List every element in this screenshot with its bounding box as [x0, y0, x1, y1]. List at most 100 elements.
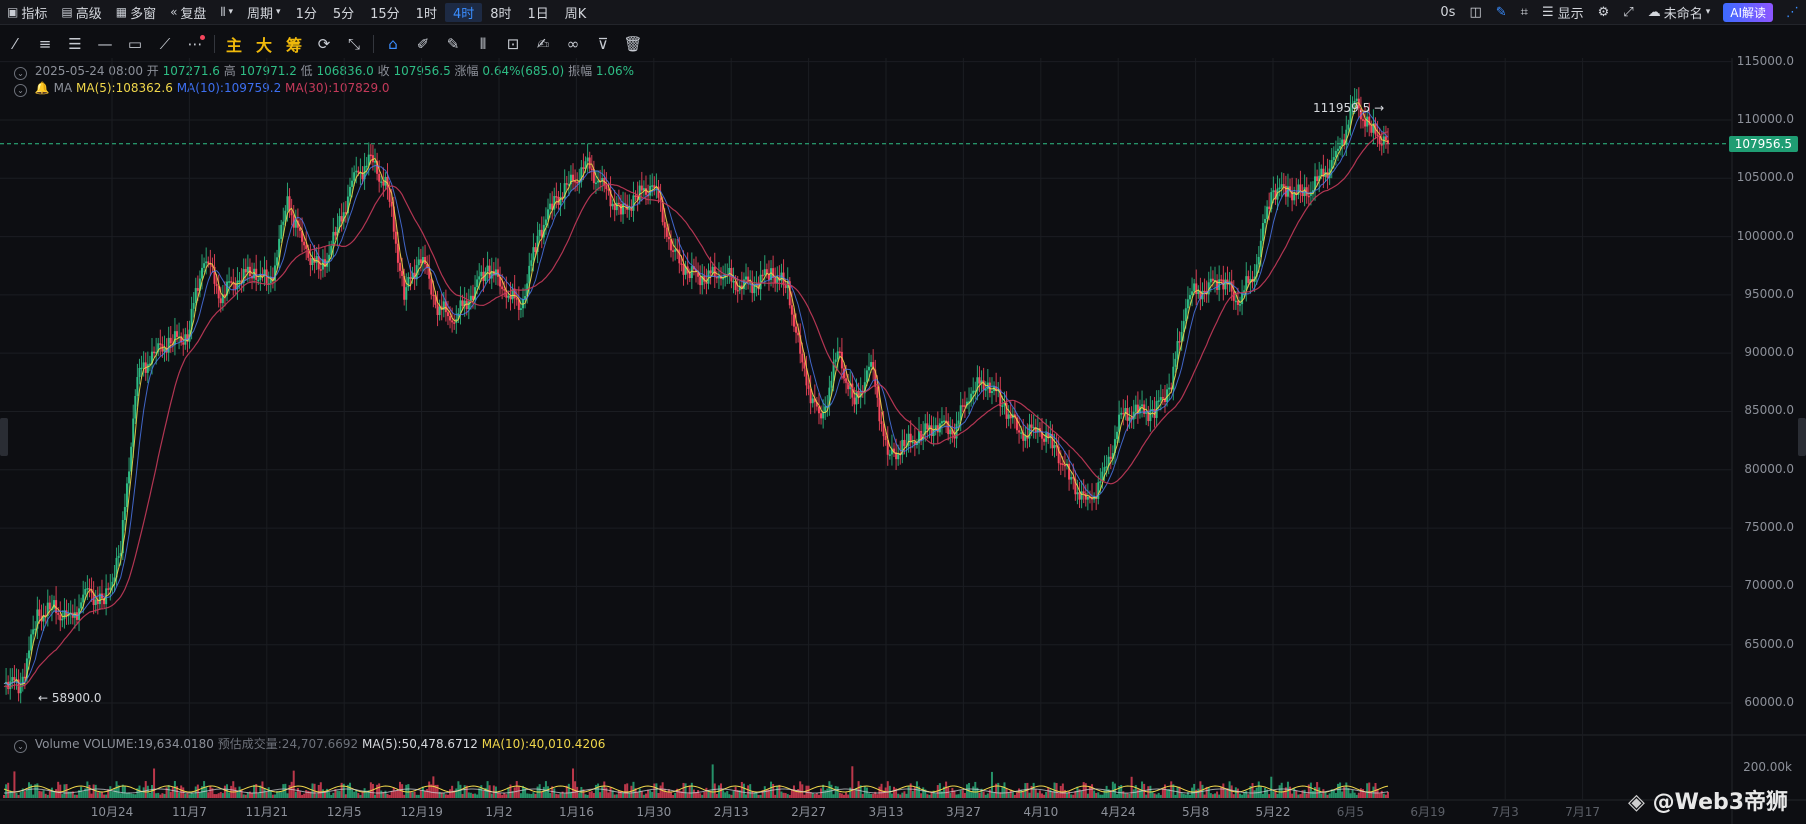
left-panel-handle[interactable]: [0, 418, 8, 456]
volume-bar: [732, 791, 735, 798]
interval-tab[interactable]: 5分: [332, 6, 355, 22]
more-tools-icon[interactable]: ⋯: [180, 30, 210, 58]
candle: [674, 249, 677, 252]
ruler-icon[interactable]: ✐: [416, 35, 430, 53]
rectangle-icon[interactable]: ▭: [127, 35, 143, 53]
volume-bar: [993, 792, 996, 798]
volume-bar: [1268, 794, 1271, 798]
horizontal-line-icon[interactable]: —: [97, 35, 113, 53]
candle: [19, 685, 22, 694]
volume-bar: [326, 788, 329, 798]
interval-tab[interactable]: 周K: [564, 6, 587, 22]
interval-tab[interactable]: 15分: [370, 6, 400, 22]
candle: [863, 382, 866, 394]
candle: [609, 190, 612, 207]
volume-bar: [870, 793, 873, 798]
camera-icon[interactable]: ◫: [1469, 4, 1482, 20]
fullscreen-icon[interactable]: ⤢: [1623, 4, 1634, 20]
volume-bar: [384, 790, 387, 798]
candle: [984, 389, 987, 391]
volume-bar: [336, 790, 339, 798]
multi-window-button[interactable]: ▦ 多窗: [115, 5, 157, 22]
display-button[interactable]: ☰ 显示: [1541, 4, 1584, 22]
volume-bar: [1299, 794, 1302, 798]
collapse-icon[interactable]: ⌄: [14, 67, 27, 80]
gear-icon[interactable]: ⚙: [1597, 4, 1610, 20]
parallel-lines-icon[interactable]: ≡: [38, 35, 52, 53]
price-tick-label: 70000.0: [1744, 578, 1794, 593]
interval-tab[interactable]: 4时: [444, 2, 483, 22]
pencil-icon[interactable]: ✎: [446, 35, 460, 53]
volume-bar: [1349, 793, 1352, 798]
collapse-icon[interactable]: ⌄: [14, 740, 27, 753]
volume-bar: [672, 794, 675, 798]
candle: [1284, 185, 1287, 197]
bell-icon[interactable]: 🔔: [34, 81, 50, 95]
cloud-icon: ☁: [1647, 4, 1661, 20]
advanced-button[interactable]: ▤ 高级: [61, 5, 102, 22]
chips-icon[interactable]: 筹: [285, 36, 302, 55]
trend-line-icon[interactable]: ⁄: [13, 35, 17, 53]
layout-dropdown[interactable]: ☁ 未命名 ▾: [1647, 4, 1711, 22]
volume-bar: [1343, 786, 1346, 798]
share-icon[interactable]: ⋰: [1786, 4, 1799, 20]
channel-icon[interactable]: ☰: [68, 35, 82, 53]
pen-icon[interactable]: ✎: [1495, 4, 1507, 20]
candle: [42, 615, 45, 622]
candles-icon[interactable]: ⫴: [479, 35, 487, 53]
candle: [528, 265, 531, 284]
replay-button[interactable]: «复盘: [170, 5, 207, 22]
collapse-icon[interactable]: ⌄: [14, 84, 27, 97]
price-tick-label: 100000.0: [1736, 228, 1794, 243]
volume-bar: [276, 791, 279, 798]
interval-tab[interactable]: 1时: [415, 6, 437, 22]
brush-icon[interactable]: ⟋: [159, 35, 171, 53]
lock-icon[interactable]: ⊡: [506, 35, 520, 53]
volume-bar: [42, 790, 45, 798]
volume-bar: [186, 793, 189, 798]
volume-bar: [1380, 790, 1383, 798]
candle: [1370, 125, 1373, 133]
volume-bar: [19, 792, 22, 798]
volume-bar: [642, 794, 645, 798]
note-icon[interactable]: ✍: [536, 35, 550, 53]
candle: [709, 270, 712, 274]
volume-bar: [792, 785, 795, 798]
volume-bar: [740, 781, 743, 798]
candle: [1063, 464, 1066, 467]
interval-tab[interactable]: 1分: [295, 6, 317, 22]
indicator-button[interactable]: ▣ 指标: [7, 5, 48, 22]
crop-icon[interactable]: ⌗: [1520, 4, 1528, 20]
interval-tab[interactable]: 8时: [490, 6, 512, 22]
candle: [701, 275, 704, 286]
candle: [392, 206, 395, 232]
volume-bar: [1049, 789, 1052, 798]
cycle-icon[interactable]: ⟳: [317, 35, 331, 53]
volume-bar: [1036, 792, 1039, 798]
chart-type-button[interactable]: ⫴ ▾: [213, 0, 240, 24]
magnet-icon[interactable]: ⌂: [388, 35, 398, 53]
period-dropdown[interactable]: 周期 ▾: [247, 6, 281, 22]
interval-tab[interactable]: 1日: [527, 6, 549, 22]
time-tick-label: 4月10: [1023, 805, 1059, 819]
volume-bar: [244, 794, 247, 798]
measure-icon[interactable]: ⤡: [347, 35, 360, 53]
link-icon[interactable]: ∞: [566, 35, 580, 53]
volume-bar: [449, 789, 452, 798]
volume-bar: [607, 792, 610, 798]
right-panel-handle[interactable]: [1798, 418, 1806, 456]
main-chart-icon[interactable]: 主: [225, 36, 242, 55]
filter-icon[interactable]: ⊽: [597, 35, 609, 53]
trash-icon[interactable]: 🗑: [623, 35, 643, 53]
ai-interpret-button[interactable]: AI解读: [1723, 2, 1773, 22]
volume-bar: [1270, 776, 1273, 798]
candle: [667, 236, 670, 240]
candle: [88, 588, 91, 590]
volume-bar: [1332, 789, 1335, 798]
candle: [640, 185, 643, 191]
large-chart-icon[interactable]: 大: [255, 36, 272, 55]
volume-bar: [411, 792, 414, 798]
volume-bar: [1068, 791, 1071, 798]
candle: [403, 275, 406, 300]
